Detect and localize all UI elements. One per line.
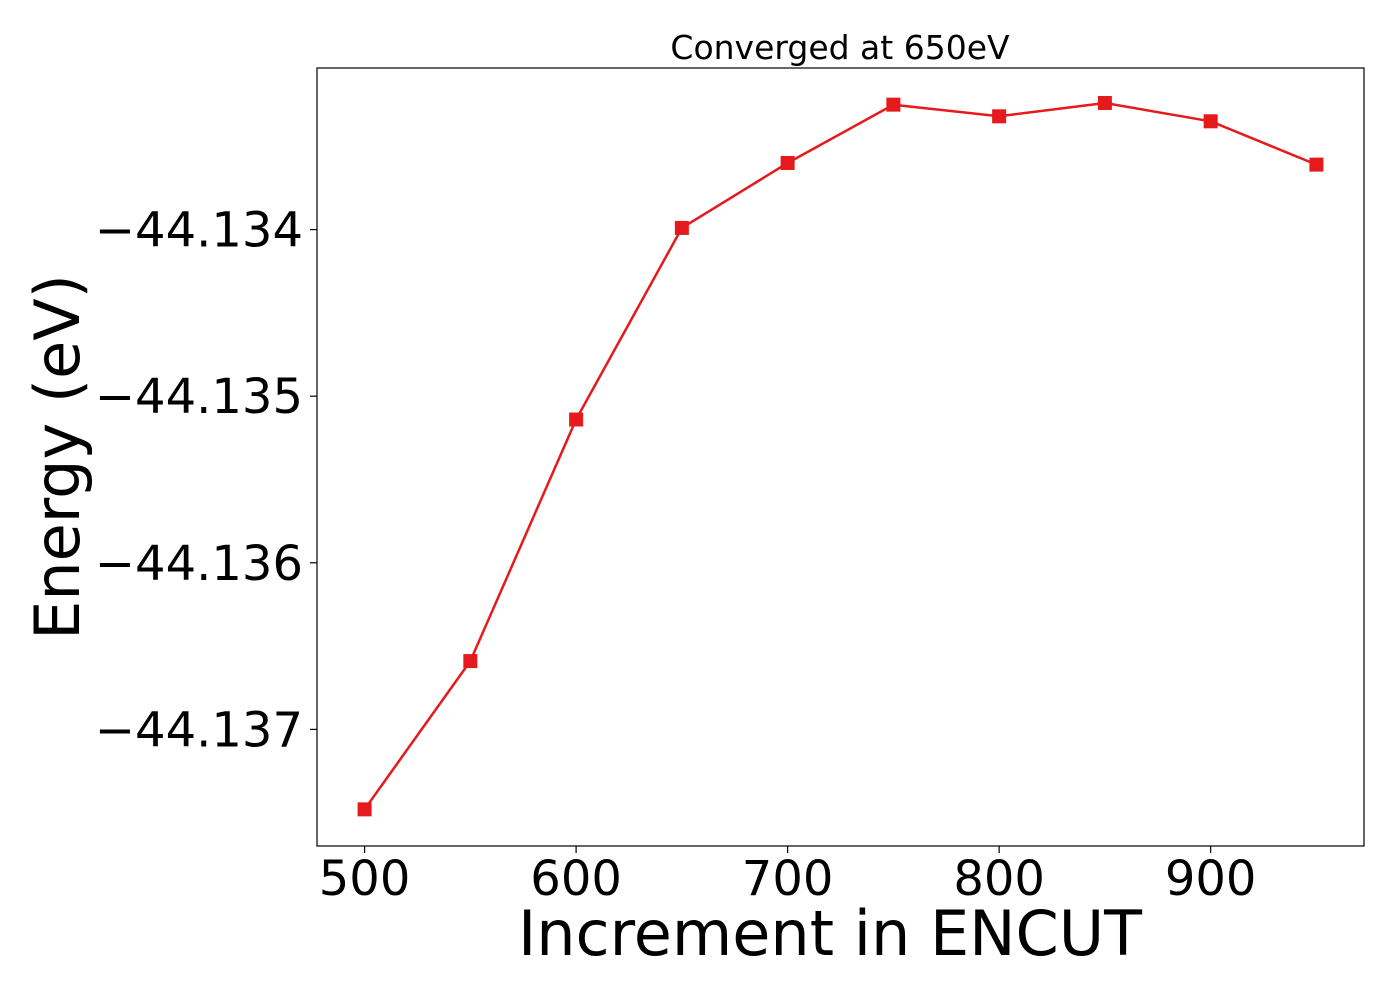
y-tick-label: −44.137 — [95, 702, 303, 758]
data-point-marker — [463, 654, 478, 669]
y-tick-label: −44.135 — [95, 369, 303, 425]
x-tick-label: 500 — [319, 851, 411, 907]
chart-title: Converged at 650eV — [670, 28, 1010, 67]
data-point-marker — [1097, 95, 1112, 110]
x-tick-label: 800 — [953, 851, 1045, 907]
data-point-marker — [569, 412, 584, 427]
y-tick-label: −44.134 — [95, 203, 303, 259]
x-tick-label: 700 — [742, 851, 834, 907]
data-point-marker — [1309, 157, 1324, 172]
series-line — [363, 101, 1317, 811]
y-axis-ticks: −44.137 −44.136 −44.135 −44.134 — [95, 203, 317, 758]
plot-area-frame — [316, 67, 1365, 847]
data-point-marker — [886, 97, 901, 112]
x-axis-label: Increment in ENCUT — [518, 897, 1143, 970]
data-point-marker — [992, 109, 1007, 124]
x-axis-ticks: 500 600 700 800 900 — [319, 846, 1257, 907]
data-point-marker — [780, 155, 795, 170]
x-tick-label: 900 — [1165, 851, 1257, 907]
series-layer — [357, 95, 1324, 817]
data-point-marker — [357, 802, 372, 817]
data-point-marker — [674, 220, 689, 235]
x-tick-label: 600 — [530, 851, 622, 907]
data-point-marker — [1203, 114, 1218, 129]
y-tick-label: −44.136 — [95, 536, 303, 592]
y-axis-label: Energy (eV) — [21, 274, 94, 640]
